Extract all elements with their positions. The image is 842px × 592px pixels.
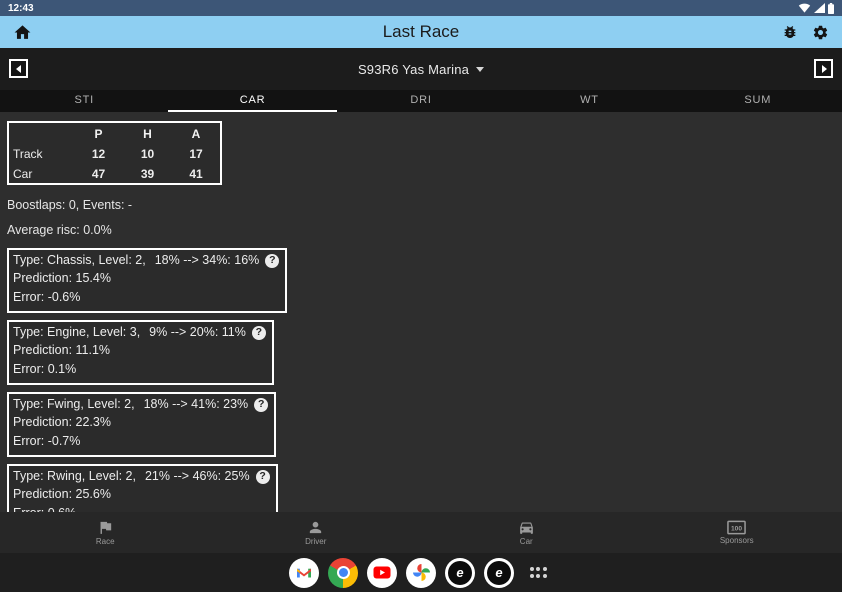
- tab-sti[interactable]: STI: [74, 94, 94, 106]
- chevron-down-icon: [476, 66, 485, 72]
- banknote-icon: 100: [727, 520, 747, 535]
- upgrade-change: 9% --> 20%: 11%: [149, 325, 246, 339]
- banknote-value: 100: [731, 525, 742, 532]
- average-risc-line: Average risc: 0.0%: [7, 223, 112, 237]
- help-icon[interactable]: ?: [254, 397, 269, 412]
- upgrade-error: Error: 0.6%: [13, 504, 270, 512]
- wifi-icon: [798, 3, 811, 13]
- upgrade-prediction: Prediction: 15.4%: [13, 271, 111, 285]
- upgrade-list: Type: Chassis, Level: 2, 18% --> 34%: 16…: [7, 248, 842, 512]
- track-car-stats-table: P H A Track 12 10 17 Car 47 39 41: [7, 121, 222, 185]
- upgrade-error: Error: 0.1%: [13, 362, 77, 376]
- race-selector-dropdown[interactable]: S93R6 Yas Marina: [357, 61, 485, 77]
- help-icon[interactable]: ?: [255, 469, 270, 484]
- nav-item-race[interactable]: Race: [0, 512, 211, 553]
- android-status-bar: 12:43: [0, 0, 842, 16]
- upgrade-prediction: Prediction: 11.1%: [13, 343, 111, 357]
- table-row-car: Car 47 39 41: [8, 164, 221, 184]
- right-arrow-icon: [821, 64, 827, 73]
- car-tab-content: P H A Track 12 10 17 Car 47 39 41 Boostl…: [0, 112, 842, 512]
- game-logo-glyph: e: [448, 560, 472, 585]
- row-label: Car: [13, 166, 33, 181]
- game-logo-glyph: e: [487, 560, 511, 585]
- youtube-icon[interactable]: [367, 557, 397, 588]
- upgrade-prediction: Prediction: 22.3%: [13, 415, 111, 429]
- upgrade-change: 18% --> 41%: 23%: [143, 397, 249, 411]
- left-arrow-icon: [15, 64, 21, 73]
- app-drawer-icon[interactable]: [523, 558, 553, 588]
- cell-value: 12: [91, 147, 106, 161]
- gmail-icon[interactable]: [289, 557, 319, 588]
- page-title: Last Race: [382, 22, 460, 41]
- game-app-icon[interactable]: e: [445, 557, 475, 588]
- upgrade-card-rwing: Type: Rwing, Level: 2, 21% --> 46%: 25% …: [7, 464, 278, 512]
- table-row-track: Track 12 10 17: [8, 144, 221, 164]
- cell-value: 47: [91, 166, 106, 181]
- race-selector-row: S93R6 Yas Marina: [0, 48, 842, 90]
- col-header-h: H: [143, 126, 152, 141]
- tab-bar: STI CAR DRI WT SUM: [0, 90, 842, 112]
- help-icon[interactable]: ?: [251, 325, 266, 340]
- prev-race-button[interactable]: [9, 59, 28, 78]
- tab-sum[interactable]: SUM: [744, 94, 772, 106]
- android-dock: e e: [0, 553, 842, 592]
- upgrade-error: Error: -0.6%: [13, 290, 81, 304]
- help-icon[interactable]: ?: [265, 253, 280, 268]
- bottom-nav-bar: Race Driver Car 100 Sponsors: [0, 512, 842, 553]
- signal-icon: [814, 3, 825, 13]
- upgrade-error: Error: -0.7%: [13, 434, 81, 448]
- nav-item-driver[interactable]: Driver: [211, 512, 422, 553]
- cell-value: 39: [140, 166, 155, 181]
- upgrade-card-fwing: Type: Fwing, Level: 2, 18% --> 41%: 23% …: [7, 392, 277, 457]
- upgrade-spec: Type: Fwing, Level: 2,: [13, 397, 135, 411]
- person-icon: [310, 521, 322, 534]
- battery-icon: [828, 2, 834, 14]
- upgrade-spec: Type: Rwing, Level: 2,: [13, 469, 136, 483]
- clock: 12:43: [8, 2, 34, 14]
- bug-report-icon[interactable]: [782, 24, 798, 40]
- next-race-button[interactable]: [814, 59, 833, 78]
- chrome-icon[interactable]: [328, 557, 358, 588]
- cell-value: 10: [140, 147, 155, 161]
- row-label: Track: [13, 147, 43, 161]
- cell-value: 41: [189, 166, 203, 181]
- nav-label: Sponsors: [719, 536, 754, 545]
- col-header-a: A: [191, 126, 201, 141]
- game-app-icon-2[interactable]: e: [484, 557, 514, 588]
- upgrade-card-engine: Type: Engine, Level: 3, 9% --> 20%: 11% …: [7, 320, 274, 385]
- app-bar: Last Race: [0, 16, 842, 48]
- nav-item-car[interactable]: Car: [421, 512, 632, 553]
- race-selector-value: S93R6 Yas Marina: [357, 61, 470, 77]
- upgrade-prediction: Prediction: 25.6%: [13, 487, 111, 501]
- cell-value: 17: [189, 147, 203, 161]
- upgrade-spec: Type: Chassis, Level: 2,: [13, 253, 146, 267]
- nav-label: Driver: [305, 537, 327, 546]
- upgrade-change: 18% --> 34%: 16%: [154, 253, 260, 267]
- car-icon: [519, 522, 533, 534]
- tab-car[interactable]: CAR: [168, 90, 337, 112]
- flag-icon: [100, 521, 111, 534]
- upgrade-change: 21% --> 46%: 25%: [144, 469, 250, 483]
- home-icon[interactable]: [13, 23, 32, 42]
- tab-wt[interactable]: WT: [580, 94, 599, 106]
- nav-item-sponsors[interactable]: 100 Sponsors: [632, 512, 842, 553]
- nav-label: Race: [95, 537, 115, 546]
- tab-dri[interactable]: DRI: [410, 94, 432, 106]
- nav-label: Car: [519, 537, 533, 546]
- boostlaps-events-line: Boostlaps: 0, Events: -: [7, 198, 133, 212]
- upgrade-spec: Type: Engine, Level: 3,: [13, 325, 141, 339]
- upgrade-card-chassis: Type: Chassis, Level: 2, 18% --> 34%: 16…: [7, 248, 288, 313]
- col-header-p: P: [94, 126, 103, 141]
- google-photos-icon[interactable]: [406, 557, 436, 588]
- settings-gear-icon[interactable]: [812, 24, 829, 41]
